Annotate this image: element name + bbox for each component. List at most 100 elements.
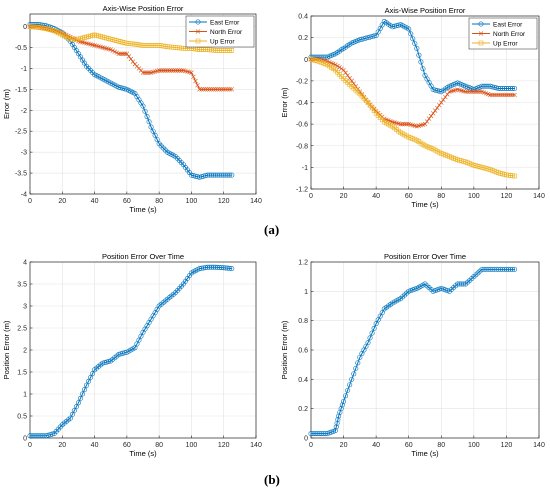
x-tick-label: 40 bbox=[91, 442, 99, 449]
y-tick-label: -3.5 bbox=[15, 171, 27, 178]
data-point bbox=[31, 433, 37, 439]
y-tick-label: -1.2 bbox=[296, 187, 308, 194]
data-point bbox=[209, 264, 215, 270]
data-point bbox=[73, 404, 79, 410]
data-point bbox=[215, 172, 221, 178]
data-point bbox=[213, 264, 219, 270]
data-point bbox=[341, 67, 346, 73]
x-tick-label: 100 bbox=[468, 442, 480, 449]
y-tick-label: 0.2 bbox=[298, 35, 308, 42]
data-point bbox=[377, 313, 383, 319]
data-point bbox=[126, 54, 132, 59]
x-tick-label: 40 bbox=[372, 442, 380, 449]
data-point bbox=[437, 102, 442, 108]
x-tick-label: 140 bbox=[250, 442, 262, 449]
data-point bbox=[471, 89, 477, 94]
data-point bbox=[336, 413, 342, 419]
data-point bbox=[86, 378, 92, 384]
data-point bbox=[171, 68, 176, 73]
data-point bbox=[116, 51, 121, 56]
data-point bbox=[508, 92, 513, 98]
y-tick-label: 2 bbox=[23, 348, 27, 355]
data-point bbox=[347, 382, 353, 388]
data-point bbox=[130, 59, 136, 64]
data-point bbox=[410, 36, 416, 42]
data-point bbox=[495, 85, 501, 91]
panel-label-b: (b) bbox=[264, 472, 280, 487]
data-point bbox=[493, 266, 499, 272]
data-point bbox=[193, 78, 198, 84]
data-point bbox=[205, 264, 211, 270]
data-point bbox=[90, 371, 96, 377]
chart-3: 0 20 40 60 80 100 120 140 0 0.5 1 1.5 2 2.5 3 3.5 4 Posit… bbox=[2, 252, 262, 458]
data-point bbox=[219, 87, 224, 92]
data-point bbox=[412, 286, 418, 292]
data-point bbox=[140, 103, 146, 109]
data-point bbox=[412, 41, 418, 47]
data-point bbox=[162, 68, 168, 73]
y-axis-label: Error (m) bbox=[280, 87, 289, 117]
data-point bbox=[333, 62, 338, 67]
data-point bbox=[144, 70, 150, 75]
data-point bbox=[506, 92, 511, 98]
data-point bbox=[333, 424, 339, 430]
data-point bbox=[494, 92, 499, 98]
data-point bbox=[363, 343, 369, 349]
data-point bbox=[229, 266, 235, 272]
data-point bbox=[402, 121, 407, 127]
data-point bbox=[27, 433, 33, 439]
data-point bbox=[77, 395, 83, 401]
x-tick-label: 120 bbox=[501, 442, 513, 449]
data-point bbox=[156, 68, 162, 73]
data-point bbox=[37, 433, 43, 439]
data-point bbox=[365, 340, 371, 346]
data-point bbox=[335, 63, 340, 69]
data-point bbox=[215, 87, 220, 92]
data-point bbox=[430, 111, 436, 116]
data-point bbox=[361, 347, 367, 353]
data-point bbox=[338, 406, 344, 412]
data-point bbox=[41, 433, 47, 439]
data-point bbox=[132, 345, 138, 351]
y-axis-label: Position Error (m) bbox=[280, 320, 289, 379]
data-point bbox=[221, 87, 226, 92]
data-point bbox=[136, 337, 142, 343]
data-point bbox=[209, 87, 214, 92]
data-point bbox=[146, 119, 152, 125]
data-point bbox=[485, 266, 491, 272]
y-axis-label: Position Error (m) bbox=[2, 320, 11, 379]
data-point bbox=[357, 354, 363, 360]
data-point bbox=[512, 173, 517, 179]
legend-label: Up Error bbox=[493, 41, 518, 48]
panel-label-a: (a) bbox=[264, 222, 280, 237]
data-point bbox=[475, 89, 481, 94]
data-point bbox=[177, 68, 182, 73]
data-point bbox=[489, 266, 495, 272]
data-point bbox=[379, 310, 385, 316]
y-tick-label: 1.2 bbox=[298, 260, 308, 267]
data-point bbox=[39, 433, 45, 439]
data-point bbox=[499, 266, 505, 272]
data-point bbox=[205, 87, 210, 92]
series-position-error bbox=[27, 264, 235, 439]
data-point bbox=[478, 40, 484, 46]
data-point bbox=[211, 172, 217, 178]
series-line bbox=[311, 20, 515, 93]
data-point bbox=[406, 26, 412, 32]
data-point bbox=[191, 74, 196, 80]
data-point bbox=[512, 92, 517, 98]
data-point bbox=[207, 87, 212, 92]
data-point bbox=[207, 264, 213, 270]
data-point bbox=[179, 68, 184, 73]
x-tick-label: 120 bbox=[501, 193, 513, 200]
data-point bbox=[75, 400, 81, 406]
data-point bbox=[128, 56, 134, 62]
data-point bbox=[341, 398, 347, 404]
data-point bbox=[375, 317, 381, 323]
data-point bbox=[343, 393, 349, 399]
y-tick-label: 0.8 bbox=[298, 318, 308, 325]
data-point bbox=[229, 172, 235, 178]
data-point bbox=[217, 172, 223, 178]
series-east-error bbox=[27, 21, 235, 180]
data-point bbox=[203, 265, 209, 271]
